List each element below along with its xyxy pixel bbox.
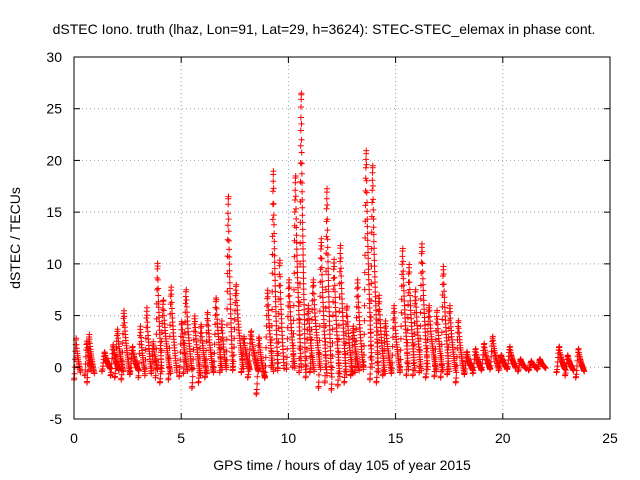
plot-frame [73,56,611,420]
y-tick-label: -5 [50,411,63,427]
x-axis-label: GPS time / hours of day 105 of year 2015 [213,457,471,473]
x-tick-label: 20 [495,430,511,446]
y-tick-label: 25 [46,101,62,117]
x-tick-label: 15 [388,430,404,446]
y-tick-label: 0 [54,359,62,375]
grid-lines [74,57,610,419]
axis-ticks: 0 5 10 15 20 25 -5 0 5 10 15 20 25 30 [46,49,618,446]
y-tick-label: 20 [46,152,62,168]
x-tick-label: 5 [177,430,185,446]
y-tick-label: 30 [46,49,62,65]
x-tick-label: 0 [70,430,78,446]
x-tick-label: 10 [281,430,297,446]
y-tick-label: 10 [46,256,62,272]
y-axis-label: dSTEC / TECUs [7,187,23,289]
data-points [71,90,588,398]
dstec-plus-markers [71,90,588,398]
y-tick-label: 5 [54,308,62,324]
chart-title: dSTEC Iono. truth (lhaz, Lon=91, Lat=29,… [53,21,596,37]
y-tick-label: 15 [46,204,62,220]
x-tick-label: 25 [602,430,618,446]
